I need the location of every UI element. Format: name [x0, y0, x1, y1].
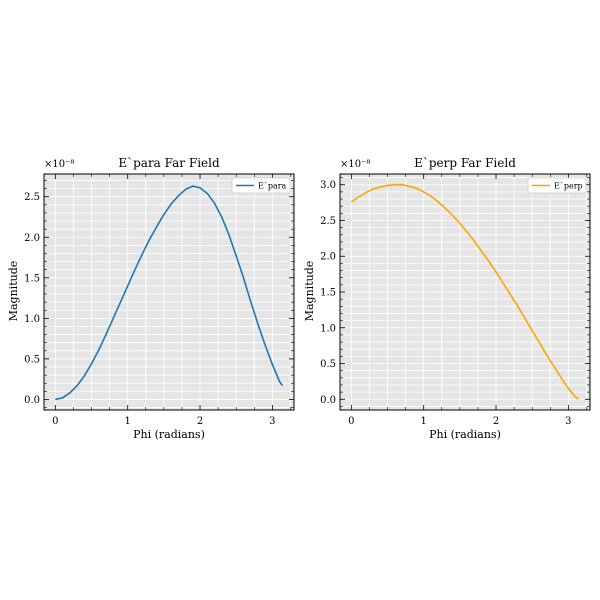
chart-eperp: E`perp Far Field ×10⁻⁸ Phi (radians) Mag… — [303, 156, 591, 441]
y-axis-label: Magnitude — [7, 261, 20, 322]
legend-box — [527, 177, 587, 194]
x-tick-label: 3 — [269, 416, 275, 427]
plot-frame — [43, 173, 295, 411]
chart-title: E`para Far Field — [118, 156, 220, 170]
y-axis-label: Magnitude — [303, 261, 316, 322]
y-tick-label: 1.5 — [24, 273, 40, 284]
y-tick-label: 1.0 — [320, 323, 336, 334]
x-tick-label: 0 — [348, 416, 354, 427]
y-tick-label: 0.5 — [24, 354, 40, 365]
y-tick-label: 1.5 — [320, 288, 336, 299]
y-tick-label: 2.0 — [24, 233, 40, 244]
legend: E`perp — [527, 177, 587, 194]
legend: E`para — [231, 177, 291, 194]
x-tick-label: 1 — [421, 416, 427, 427]
y-tick-label: 2.0 — [320, 252, 336, 263]
legend-label: E`para — [258, 182, 287, 191]
x-tick-label: 3 — [565, 416, 571, 427]
x-tick-label: 2 — [197, 416, 203, 427]
x-axis-label: Phi (radians) — [133, 428, 205, 441]
legend-label: E`perp — [554, 182, 583, 191]
y-tick-label: 3.0 — [320, 180, 336, 191]
series-line — [350, 183, 579, 400]
y-tick-label: 0.0 — [24, 395, 40, 406]
legend-box — [231, 177, 291, 194]
y-scale-label: ×10⁻⁸ — [44, 159, 74, 170]
y-scale-label: ×10⁻⁸ — [340, 159, 370, 170]
plot-area — [44, 174, 294, 410]
y-tick-label: 0.0 — [320, 395, 336, 406]
y-tick-label: 2.5 — [24, 192, 40, 203]
x-axis-label: Phi (radians) — [429, 428, 501, 441]
series-line — [55, 185, 284, 401]
x-tick-label: 1 — [125, 416, 131, 427]
plot-frame — [339, 173, 591, 411]
chart-title: E`perp Far Field — [414, 156, 516, 170]
chart-epara: E`para Far Field ×10⁻⁸ Phi (radians) Mag… — [7, 156, 295, 441]
y-tick-label: 1.0 — [24, 314, 40, 325]
y-tick-label: 0.5 — [320, 359, 336, 370]
x-tick-label: 0 — [52, 416, 58, 427]
y-tick-label: 2.5 — [320, 216, 336, 227]
x-tick-label: 2 — [493, 416, 499, 427]
